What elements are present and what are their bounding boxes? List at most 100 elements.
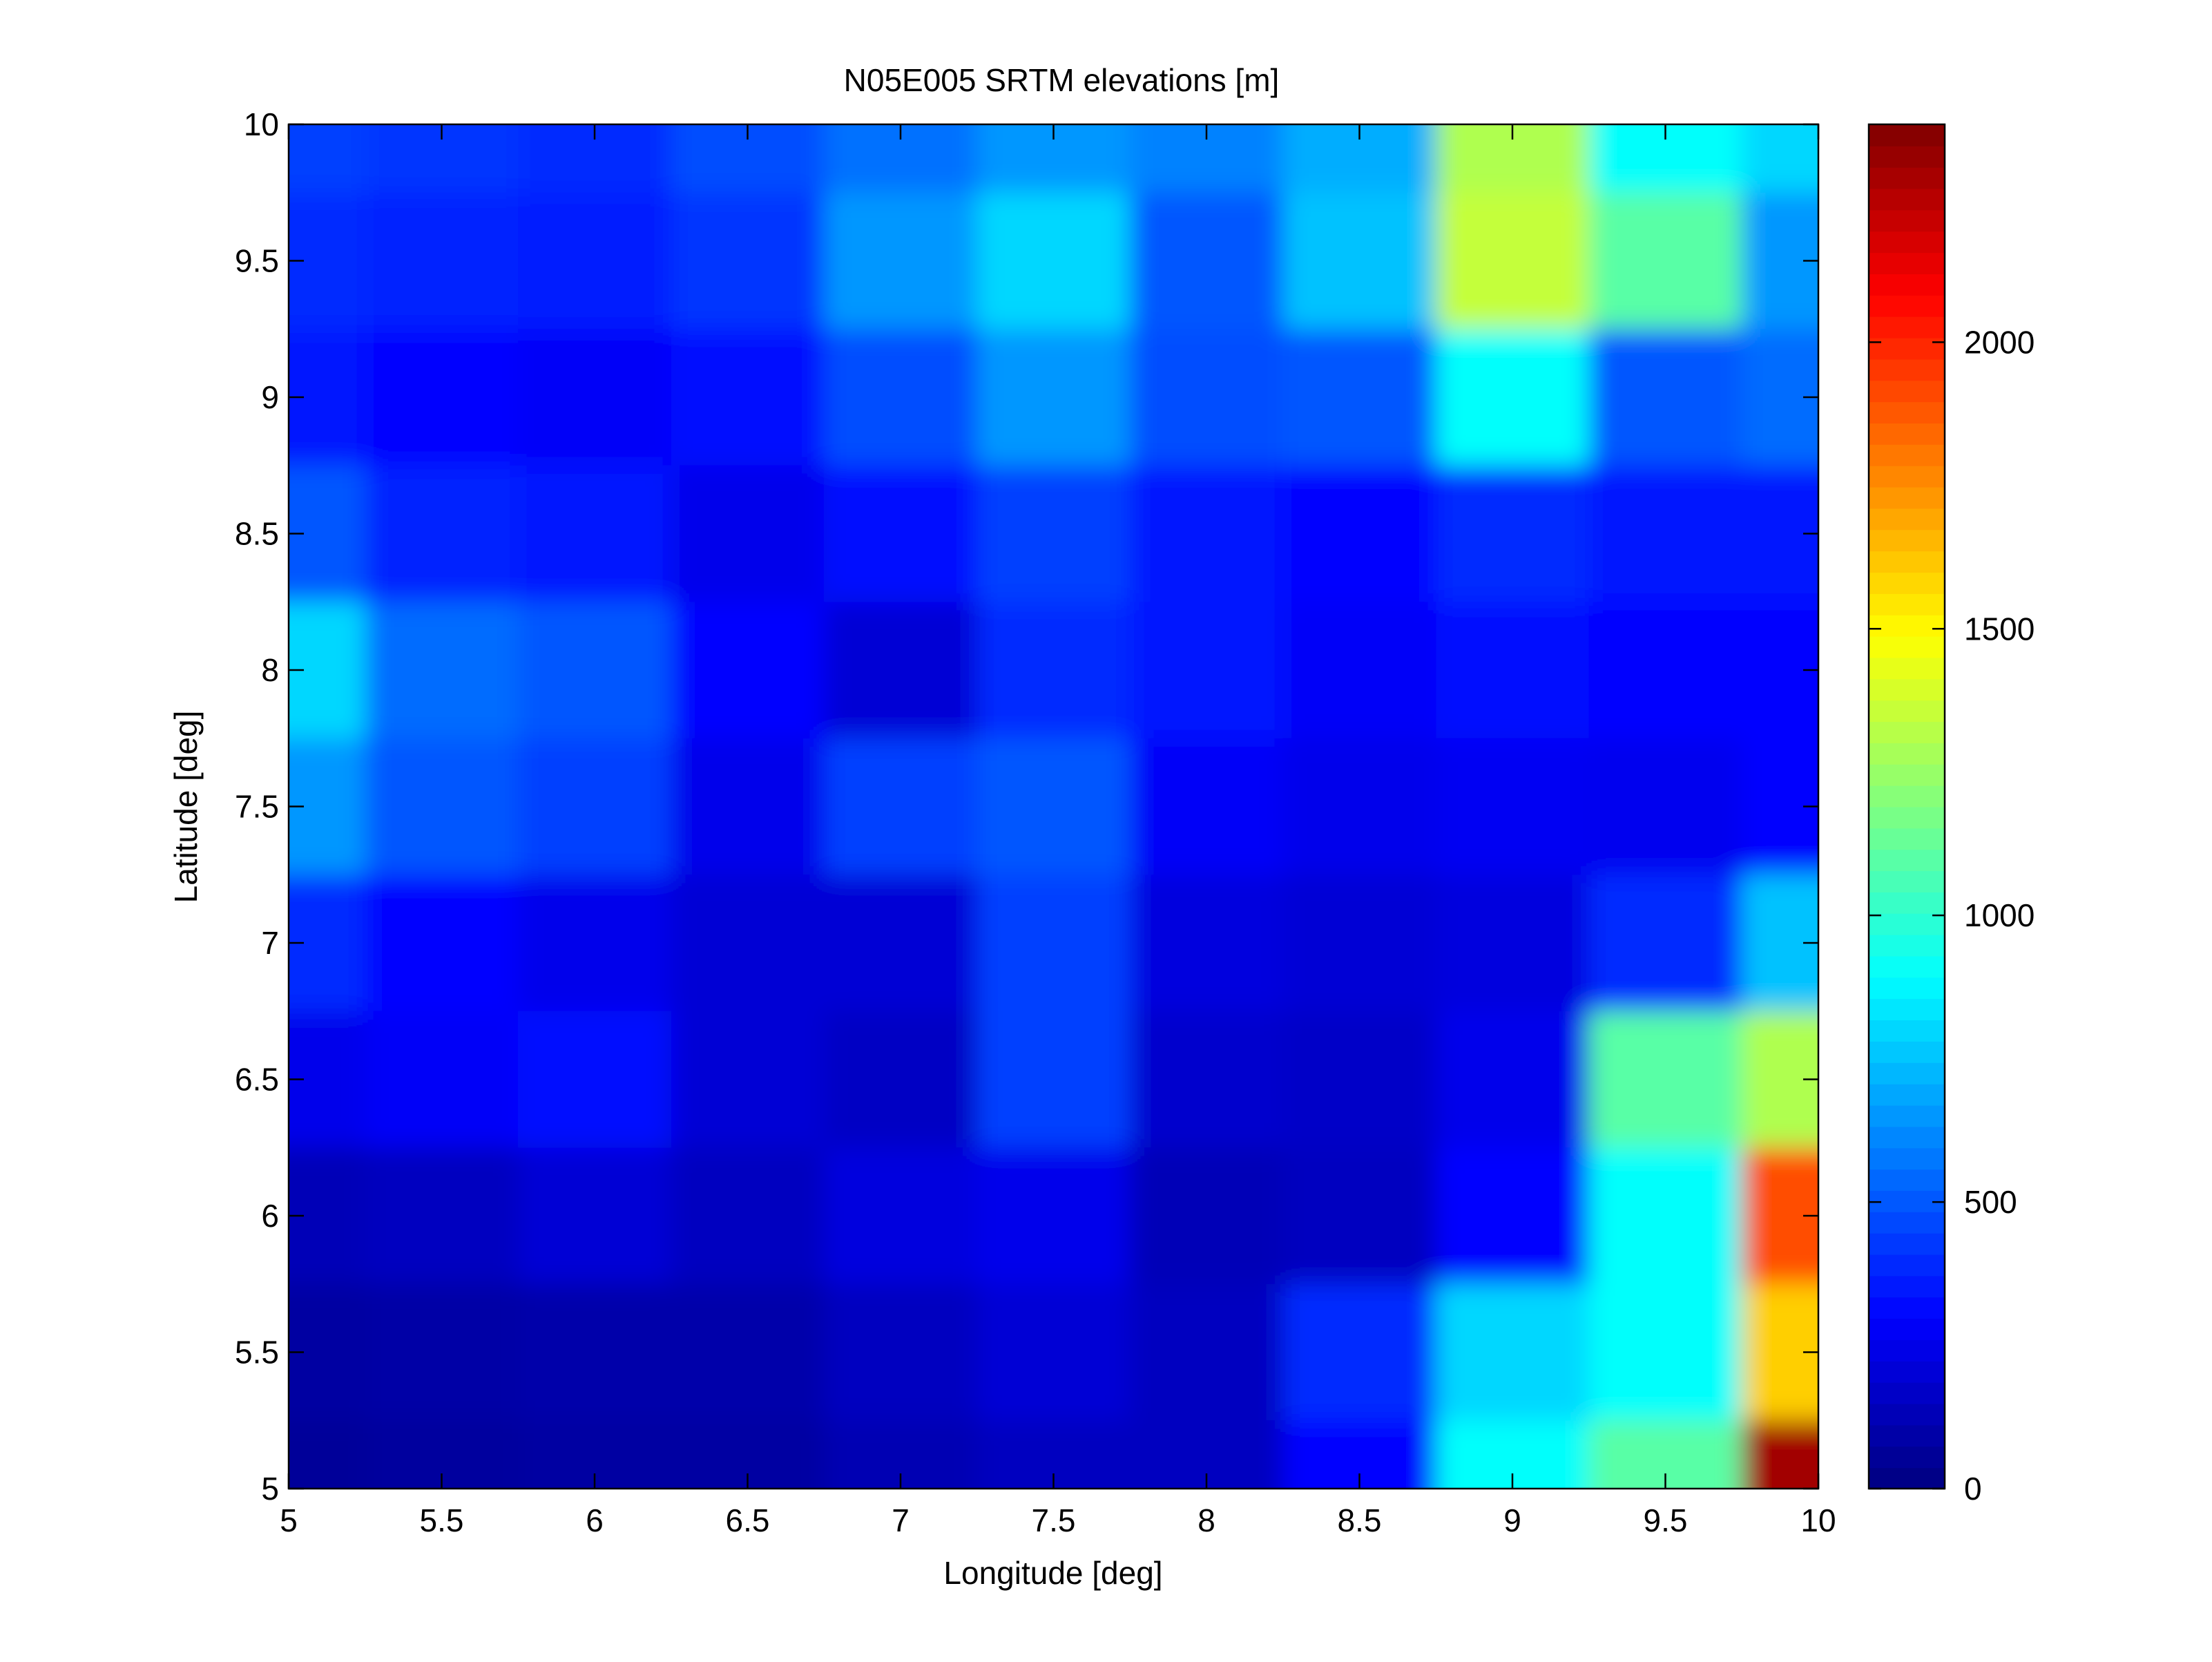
heatmap-cell — [1130, 192, 1284, 330]
heatmap-cell — [1436, 192, 1590, 330]
heatmap-cell — [1742, 124, 1818, 193]
colorbar-segment — [1869, 977, 1945, 1000]
colorbar-segment — [1869, 998, 1945, 1021]
y-tick-label: 8.5 — [235, 516, 279, 552]
heatmap-cell — [365, 329, 519, 466]
heatmap-cell — [1588, 329, 1743, 466]
colorbar-tick-label: 1500 — [1964, 611, 2035, 647]
colorbar-segment — [1869, 700, 1945, 723]
colorbar-segment — [1869, 508, 1945, 531]
heatmap-cell — [824, 738, 978, 876]
x-tick-label: 5 — [280, 1502, 298, 1538]
colorbar-frame — [1867, 123, 1946, 1490]
heatmap-cell — [1282, 1011, 1437, 1149]
y-axis: 5 5.5 6 6.5 7 7.5 8 8.5 9 9.5 10 — [235, 106, 1818, 1507]
colorbar-segment — [1869, 678, 1945, 701]
x-tick-label: 10 — [1800, 1502, 1836, 1538]
heatmap-cell — [1130, 465, 1284, 603]
colorbar-segment — [1869, 1147, 1945, 1170]
heatmap-cell — [1436, 875, 1590, 1012]
heatmap-cell — [1282, 192, 1437, 330]
colorbar-segment — [1869, 1232, 1945, 1255]
heatmap-cell — [1130, 875, 1284, 1012]
heatmap-cell — [518, 329, 672, 466]
colorbar-segment — [1869, 1211, 1945, 1234]
heatmap-cell — [365, 602, 519, 739]
colorbar-segment — [1869, 252, 1945, 275]
x-tick-label: 8.5 — [1338, 1502, 1382, 1538]
colorbar-segment — [1869, 316, 1945, 338]
heatmap-cell — [824, 465, 978, 603]
elevation-heatmap — [289, 124, 1818, 1489]
x-tick-label: 7 — [892, 1502, 910, 1538]
heatmap-cell — [977, 1011, 1131, 1149]
colorbar-segment — [1869, 1275, 1945, 1298]
colorbar-segment — [1869, 636, 1945, 658]
colorbar-segment — [1869, 145, 1945, 168]
colorbar-segment — [1869, 529, 1945, 552]
y-tick-label: 9.5 — [235, 243, 279, 279]
colorbar-segment — [1869, 849, 1945, 872]
colorbar-segment — [1869, 1467, 1945, 1489]
x-tick-label: 9.5 — [1644, 1502, 1688, 1538]
colorbar-segment — [1869, 657, 1945, 680]
heatmap-cell — [671, 602, 825, 739]
heatmap-cells — [289, 124, 1818, 1489]
heatmap-cell — [365, 738, 519, 876]
colorbar-segment — [1869, 785, 1945, 808]
heatmap-cell — [518, 192, 672, 330]
colorbar-segment — [1869, 1382, 1945, 1404]
colorbar-segment — [1869, 913, 1945, 935]
y-axis-label: Latitude [deg] — [168, 711, 204, 904]
heatmap-cell — [1588, 465, 1743, 603]
colorbar-segment — [1869, 1297, 1945, 1319]
heatmap-cell — [1282, 329, 1437, 466]
colorbar-segment — [1869, 955, 1945, 978]
x-axis-label: Longitude [deg] — [943, 1555, 1162, 1591]
heatmap-cell — [1588, 192, 1743, 330]
x-tick-label: 7.5 — [1032, 1502, 1076, 1538]
colorbar-segment — [1869, 1318, 1945, 1340]
y-tick-label: 9 — [261, 379, 279, 415]
heatmap-cell — [365, 465, 519, 603]
heatmap-cell — [1130, 329, 1284, 466]
heatmap-cell — [1282, 875, 1437, 1012]
colorbar-segment — [1869, 572, 1945, 594]
heatmap-cell — [1588, 1283, 1743, 1422]
colorbar-segment — [1869, 614, 1945, 637]
colorbar-segment — [1869, 806, 1945, 829]
colorbar-segment — [1869, 593, 1945, 615]
heatmap-cell — [671, 1283, 825, 1422]
colorbar-segment — [1869, 742, 1945, 765]
heatmap-cell — [1130, 1011, 1284, 1149]
heatmap-cell — [824, 192, 978, 330]
colorbar-segment — [1869, 359, 1945, 381]
heatmap-cell — [1436, 329, 1590, 466]
y-tick-label: 7 — [261, 925, 279, 961]
heatmap-cell — [518, 1011, 672, 1149]
heatmap-cell — [977, 1147, 1131, 1285]
colorbar-segment — [1869, 1403, 1945, 1426]
heatmap-cell — [671, 465, 825, 603]
heatmap-cell — [671, 875, 825, 1012]
colorbar-segment — [1869, 870, 1945, 892]
heatmap-cell — [824, 1283, 978, 1422]
y-tick-label: 5.5 — [235, 1335, 279, 1370]
colorbar-tick-label: 1000 — [1964, 897, 2035, 933]
heatmap-cell — [824, 329, 978, 466]
heatmap-cell — [1130, 1147, 1284, 1285]
colorbar-segment — [1869, 1040, 1945, 1063]
heatmap-cell — [1436, 1283, 1590, 1422]
colorbar-segment — [1869, 828, 1945, 850]
colorbar-segment — [1869, 423, 1945, 445]
x-axis: 5 5.5 6 6.5 7 7.5 8 8.5 9 9.5 10 — [280, 124, 1836, 1538]
y-tick-label: 8 — [261, 652, 279, 688]
colorbar-segment — [1869, 763, 1945, 786]
heatmap-cell — [977, 192, 1131, 330]
colorbar-tick-label: 2000 — [1964, 324, 2035, 360]
heatmap-cell — [1130, 602, 1284, 739]
heatmap-cell — [1436, 738, 1590, 876]
colorbar-segment — [1869, 486, 1945, 509]
